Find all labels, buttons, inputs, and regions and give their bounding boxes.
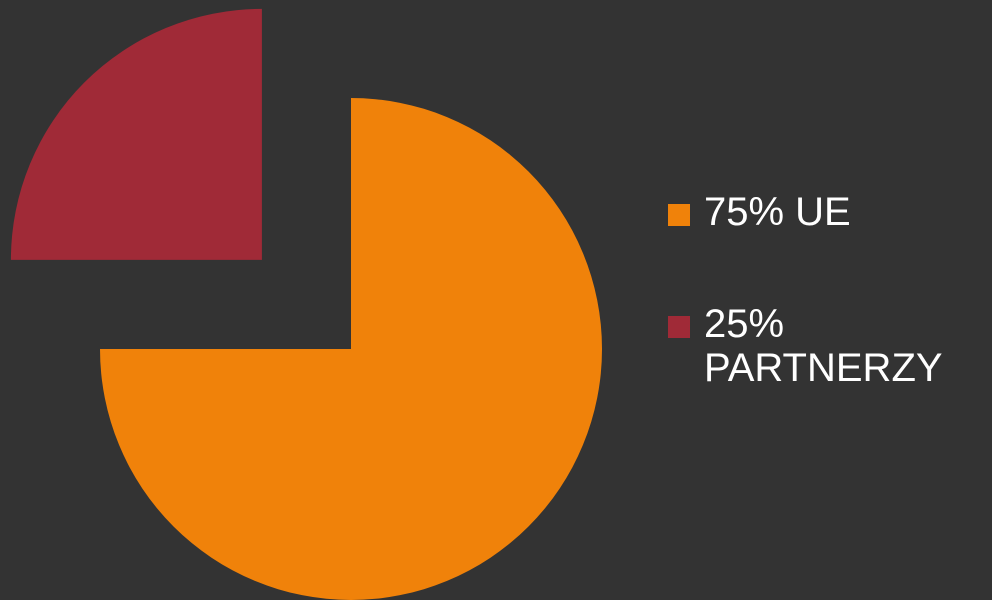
legend-label-partnerzy: 25% PARTNERZY <box>704 302 988 390</box>
pie-slice-partnerzy <box>11 9 262 260</box>
legend-swatch-partnerzy <box>668 316 690 338</box>
legend-item-ue: 75% UE <box>668 190 988 234</box>
legend-label-ue: 75% UE <box>704 190 988 234</box>
chart-legend: 75% UE 25% PARTNERZY <box>668 190 988 390</box>
legend-swatch-ue <box>668 204 690 226</box>
legend-item-partnerzy: 25% PARTNERZY <box>668 302 988 390</box>
